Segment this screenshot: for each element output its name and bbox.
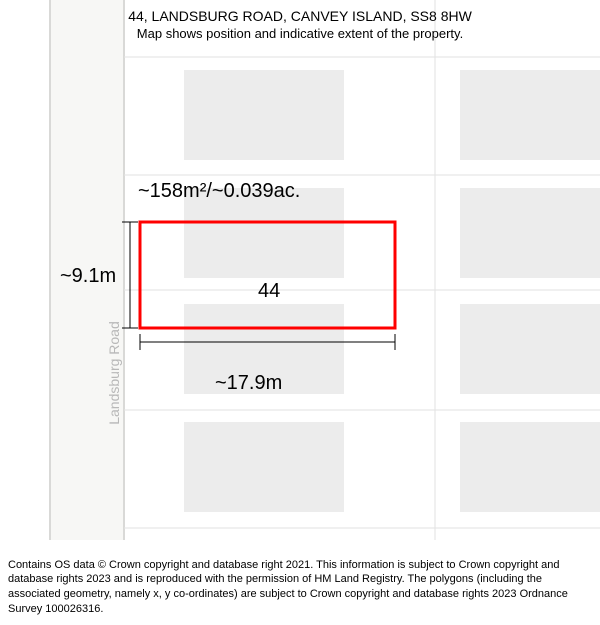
page-subtitle: Map shows position and indicative extent…: [10, 26, 590, 41]
map-canvas: ~158m²/~0.039ac. ~9.1m ~17.9m 44 Landsbu…: [0, 0, 600, 540]
width-label: ~17.9m: [215, 372, 282, 395]
area-label: ~158m²/~0.039ac.: [138, 180, 300, 203]
house-number-label: 44: [258, 280, 280, 303]
page-title: 44, LANDSBURG ROAD, CANVEY ISLAND, SS8 8…: [10, 8, 590, 24]
road-name-label: Landsburg Road: [106, 321, 122, 425]
header: 44, LANDSBURG ROAD, CANVEY ISLAND, SS8 8…: [0, 0, 600, 43]
height-label: ~9.1m: [60, 265, 116, 288]
copyright-footer: Contains OS data © Crown copyright and d…: [0, 552, 600, 625]
